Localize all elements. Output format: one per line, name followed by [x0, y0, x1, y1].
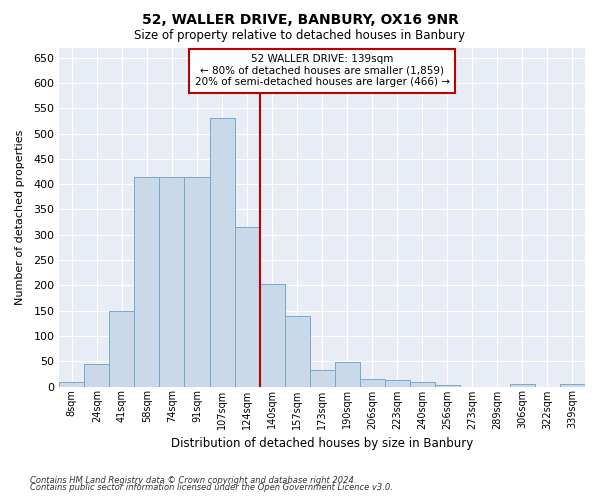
- Bar: [310, 370, 335, 386]
- Bar: [284, 316, 310, 386]
- Bar: [560, 384, 585, 386]
- X-axis label: Distribution of detached houses by size in Banbury: Distribution of detached houses by size …: [171, 437, 473, 450]
- Text: Contains public sector information licensed under the Open Government Licence v3: Contains public sector information licen…: [30, 484, 393, 492]
- Bar: [260, 284, 284, 386]
- Bar: [134, 176, 160, 386]
- Bar: [160, 176, 184, 386]
- Bar: [385, 380, 410, 386]
- Bar: [109, 310, 134, 386]
- Bar: [59, 382, 85, 386]
- Text: Size of property relative to detached houses in Banbury: Size of property relative to detached ho…: [134, 29, 466, 42]
- Text: 52 WALLER DRIVE: 139sqm
← 80% of detached houses are smaller (1,859)
20% of semi: 52 WALLER DRIVE: 139sqm ← 80% of detache…: [194, 54, 449, 88]
- Bar: [235, 227, 260, 386]
- Bar: [209, 118, 235, 386]
- Bar: [410, 382, 435, 386]
- Bar: [184, 176, 209, 386]
- Bar: [360, 380, 385, 386]
- Text: 52, WALLER DRIVE, BANBURY, OX16 9NR: 52, WALLER DRIVE, BANBURY, OX16 9NR: [142, 12, 458, 26]
- Text: Contains HM Land Registry data © Crown copyright and database right 2024.: Contains HM Land Registry data © Crown c…: [30, 476, 356, 485]
- Bar: [335, 362, 360, 386]
- Bar: [510, 384, 535, 386]
- Bar: [435, 385, 460, 386]
- Bar: [85, 364, 109, 386]
- Y-axis label: Number of detached properties: Number of detached properties: [15, 130, 25, 304]
